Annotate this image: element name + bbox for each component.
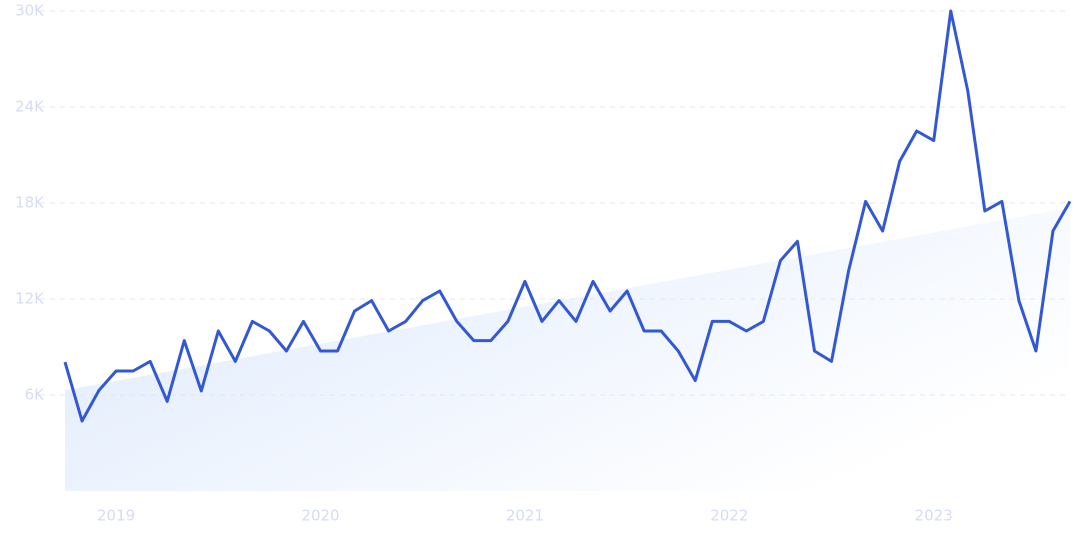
trend-line	[63, 9, 1072, 423]
x-tick-label: 2023	[915, 507, 953, 525]
x-tick-label: 2021	[506, 507, 544, 525]
trend-area	[65, 207, 1070, 492]
y-tick-label: 24K	[15, 98, 45, 116]
y-tick-label: 12K	[15, 290, 45, 308]
x-tick-label: 2020	[301, 507, 339, 525]
y-tick-label: 6K	[25, 386, 46, 404]
x-tick-label: 2019	[97, 507, 135, 525]
y-tick-label: 30K	[15, 2, 45, 20]
y-tick-label: 18K	[15, 194, 45, 212]
x-tick-label: 2022	[710, 507, 748, 525]
